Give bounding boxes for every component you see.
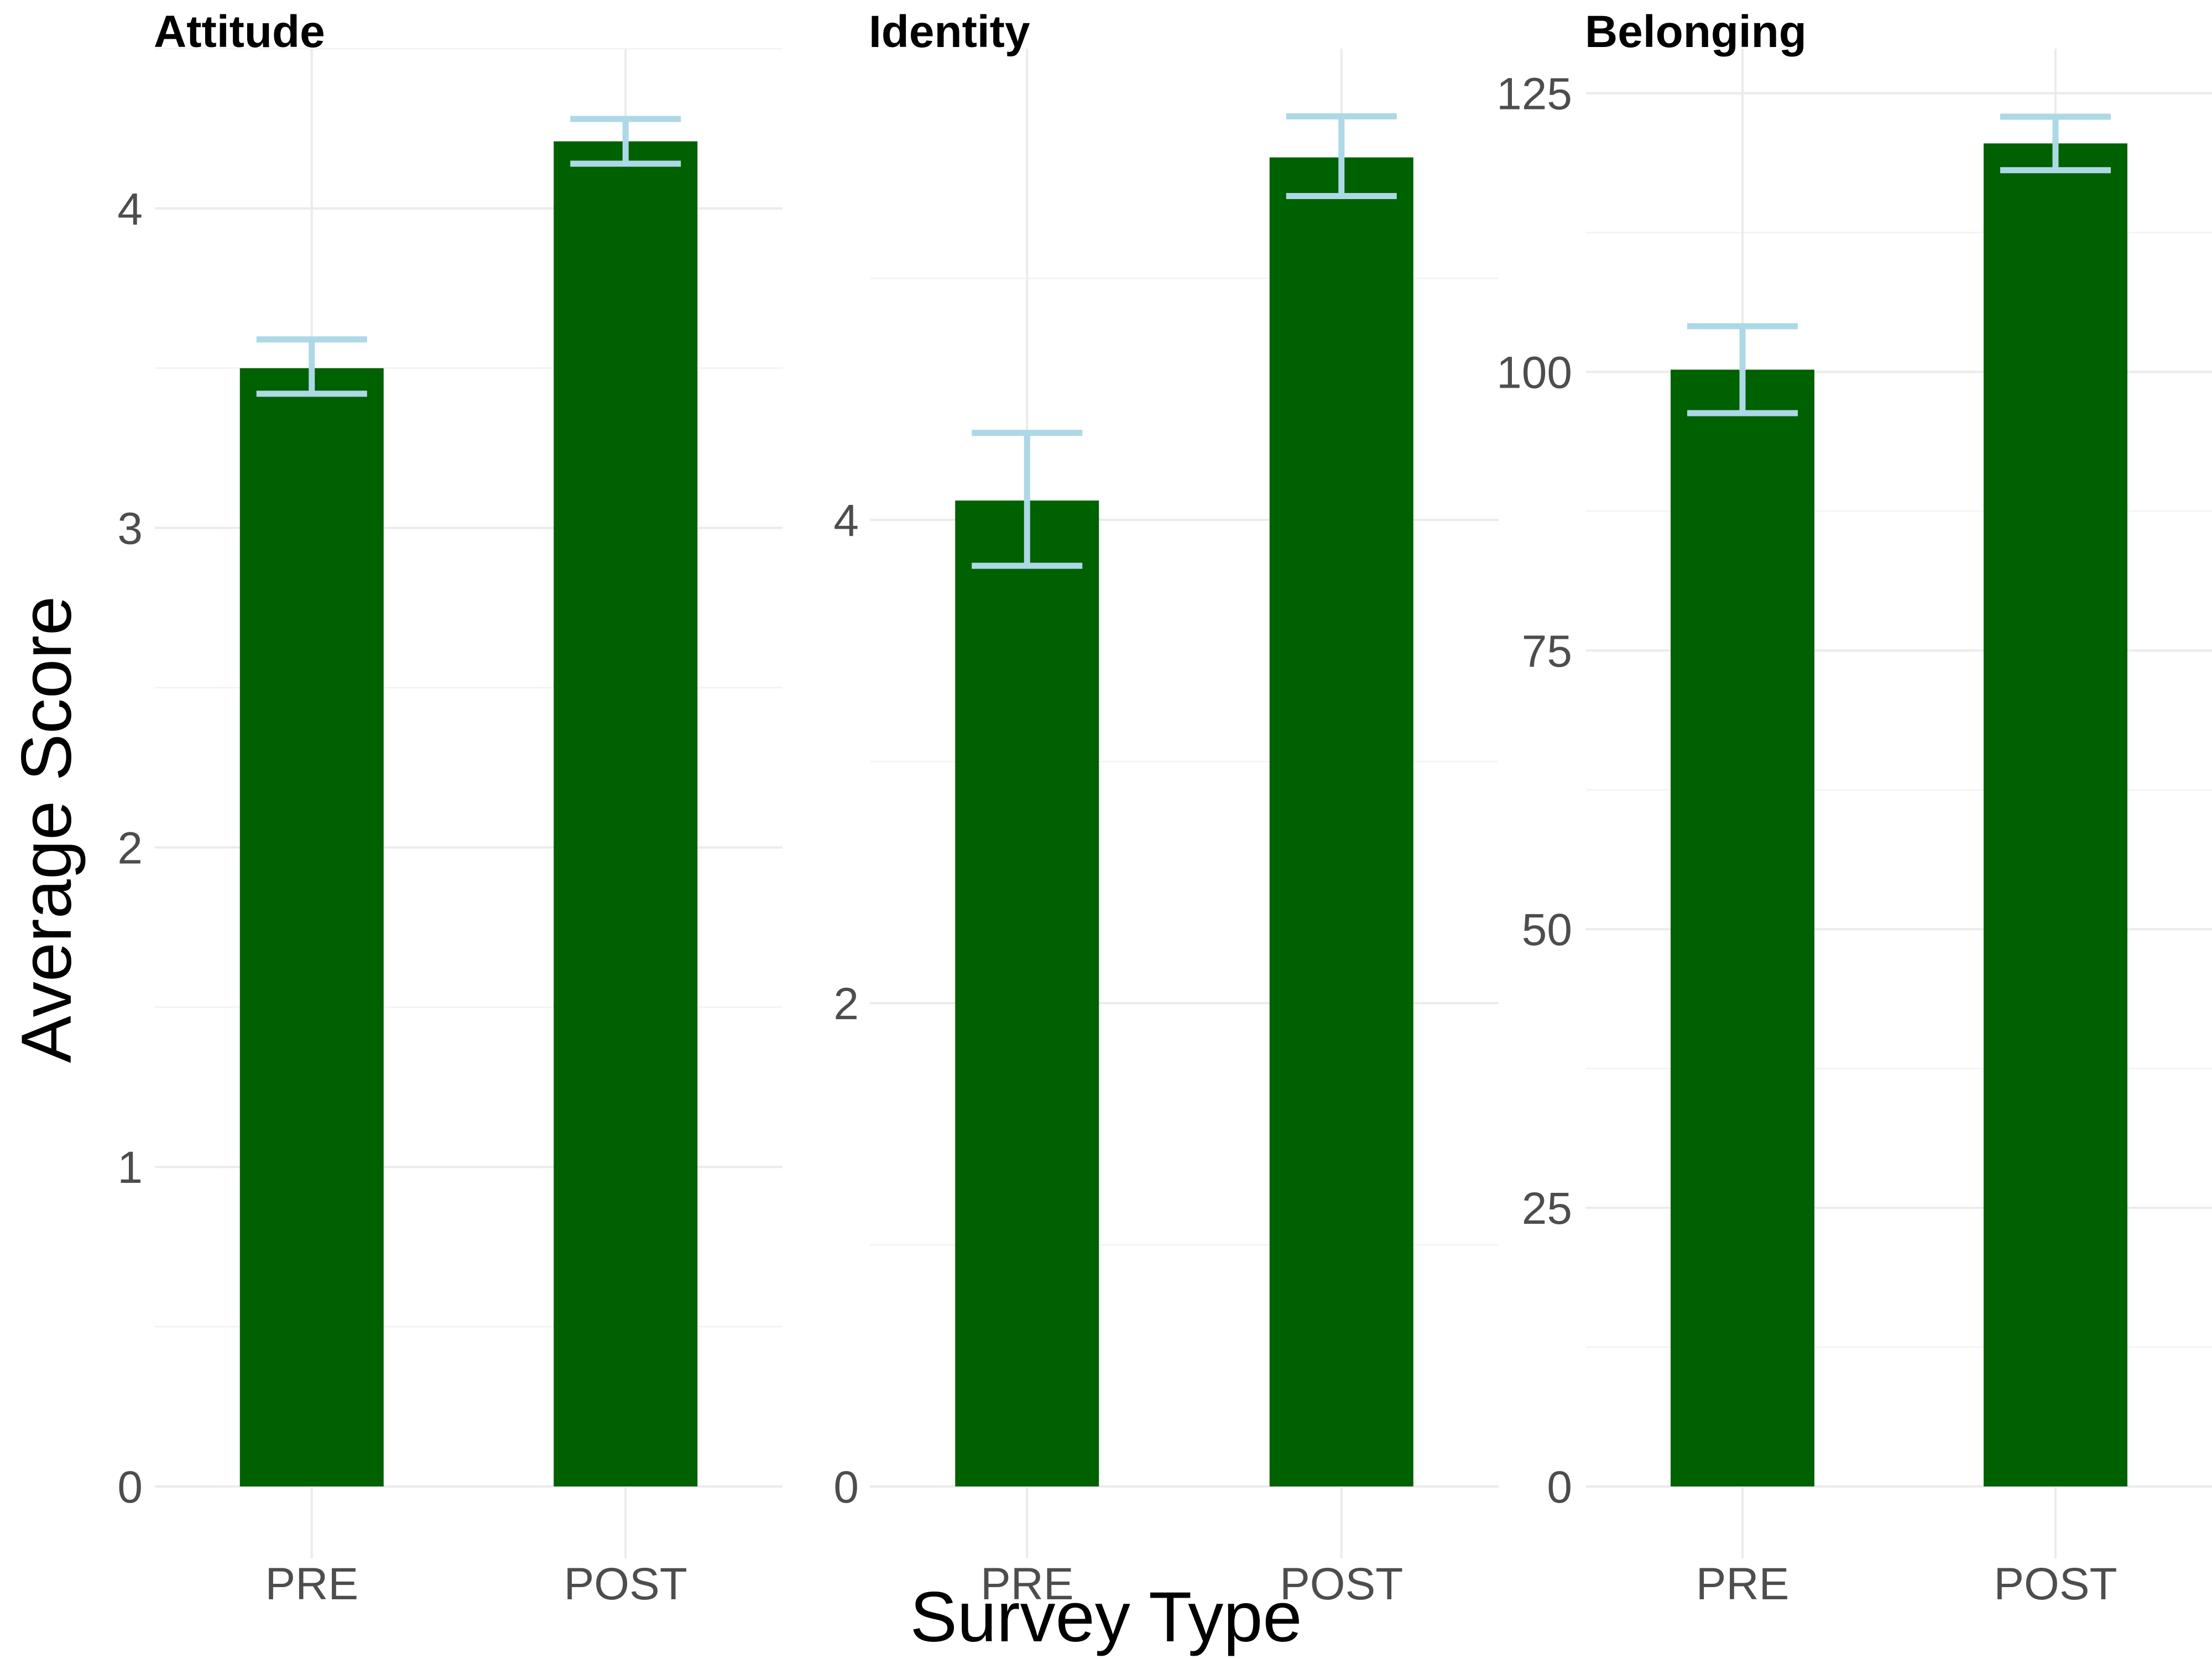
facet-title: Identity (869, 7, 1030, 57)
y-tick-label: 0 (833, 1462, 859, 1512)
x-tick-label: PRE (265, 1559, 358, 1609)
y-tick-label: 3 (117, 504, 143, 554)
panel-attitude: 0 1 2 3 4 PRE POST Attitude (117, 7, 782, 1609)
error-bar-pre (1687, 323, 1798, 416)
error-bar-pre (256, 336, 367, 397)
y-tick-label: 4 (117, 184, 143, 234)
x-tick-label: PRE (980, 1559, 1074, 1609)
facet-title: Attitude (154, 7, 325, 57)
y-tick-label: 100 (1496, 347, 1572, 398)
bar-post (554, 141, 698, 1486)
bar-pre (1671, 369, 1814, 1486)
bar-post (1269, 157, 1413, 1486)
y-tick-label: 4 (833, 495, 859, 546)
panel-identity: 0 2 4 PRE POST Identity (833, 7, 1499, 1609)
x-axis-title: Survey Type (910, 1578, 1302, 1657)
x-tick-label: PRE (1696, 1559, 1790, 1609)
error-bar-post (1286, 113, 1397, 200)
facet-title: Belonging (1585, 7, 1807, 57)
y-tick-label: 25 (1522, 1183, 1572, 1234)
x-tick-label: POST (1280, 1559, 1403, 1609)
panel-belonging: 0 25 50 75 100 125 PRE POST Belonging (1496, 7, 2212, 1609)
y-tick-label: 0 (117, 1462, 143, 1512)
chart-panels: 0 1 2 3 4 PRE POST Attitude 0 2 4 PRE POST Identity 0 2… (117, 7, 2212, 1609)
error-bar-post (570, 116, 681, 167)
bar-pre (239, 368, 384, 1486)
y-tick-label: 125 (1496, 69, 1572, 119)
x-tick-label: POST (1994, 1559, 2117, 1609)
error-bar-pre (972, 430, 1083, 569)
x-tick-label: POST (564, 1559, 687, 1609)
y-tick-label: 0 (1547, 1462, 1572, 1512)
bar-post (1984, 143, 2127, 1486)
y-tick-label: 50 (1522, 905, 1572, 955)
y-tick-label: 75 (1522, 626, 1572, 676)
y-tick-label: 1 (117, 1142, 143, 1193)
error-bar-post (2000, 113, 2111, 174)
y-tick-label: 2 (833, 979, 859, 1029)
y-axis-title: Average Score (7, 596, 86, 1063)
bar-pre (955, 500, 1099, 1487)
y-tick-label: 2 (117, 823, 143, 873)
